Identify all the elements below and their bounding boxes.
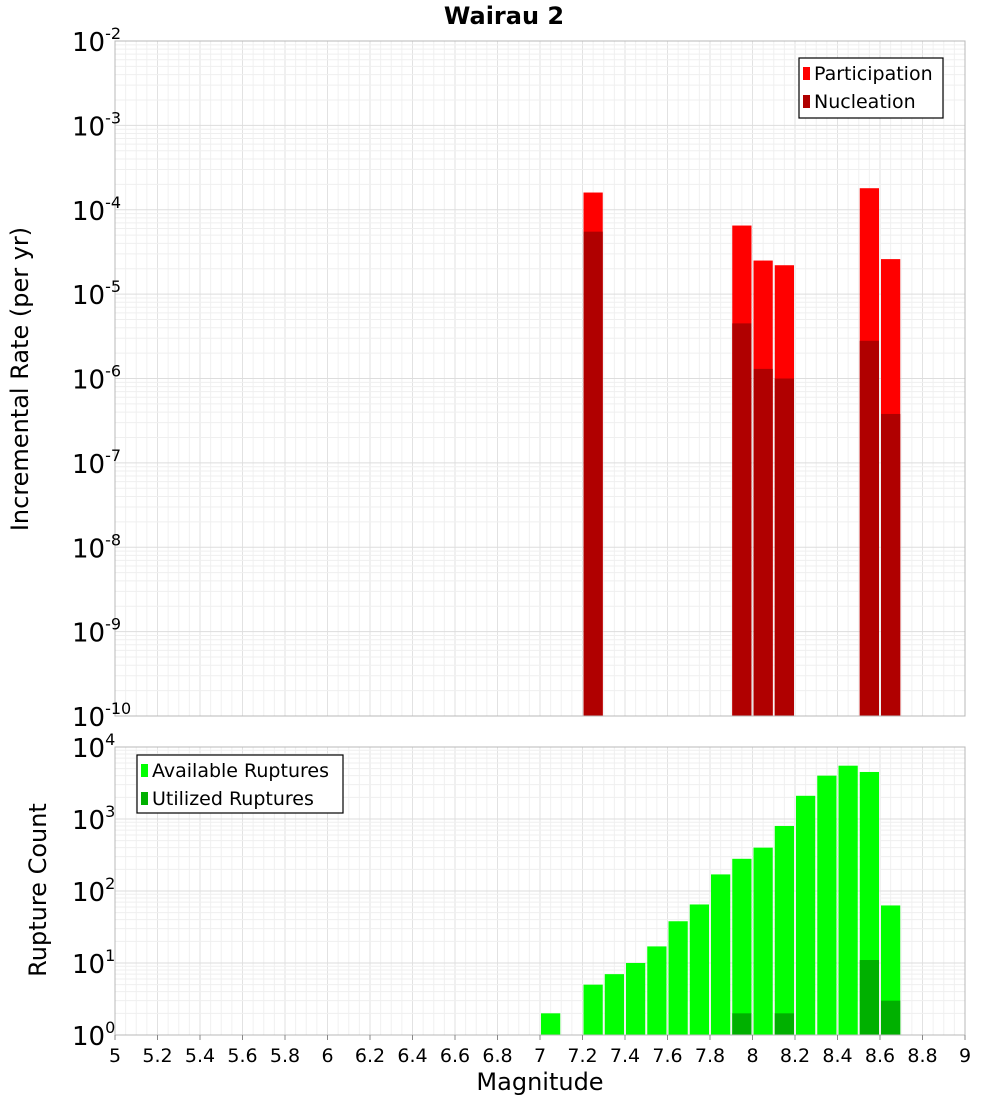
y-tick-label: 10-10	[72, 699, 131, 733]
y-tick-label: 10-8	[72, 530, 121, 564]
bar-nucleation	[753, 368, 773, 716]
x-tick-label: 6.6	[440, 1045, 470, 1067]
bar-nucleation	[859, 340, 879, 716]
x-tick-label: 5.8	[270, 1045, 300, 1067]
bar-available-ruptures	[774, 825, 794, 1035]
y-tick-label: 101	[72, 946, 115, 980]
legend-label: Participation	[814, 63, 933, 85]
x-tick-label: 7.6	[652, 1045, 682, 1067]
count-panel: 100 101 102 103 104 5 5.2 5.4 5.6 5.8 6 6.2 6.4 6.6 6.…	[72, 730, 971, 1067]
x-tick-label: 8.4	[822, 1045, 852, 1067]
x-tick-label: 8.2	[780, 1045, 810, 1067]
x-tick-label: 5.6	[227, 1045, 257, 1067]
bar-available-ruptures	[689, 904, 709, 1035]
bars	[583, 188, 901, 717]
bar-available-ruptures	[541, 1013, 561, 1035]
legend-swatch	[141, 792, 148, 805]
bar-utilized-ruptures	[732, 1013, 752, 1035]
x-tick-label: 8.6	[865, 1045, 895, 1067]
y-tick-labels: 100 101 102 103 104	[72, 730, 115, 1052]
x-tick-label: 9	[959, 1045, 971, 1067]
legend-swatch	[803, 95, 810, 108]
bar-available-ruptures	[838, 765, 858, 1035]
x-tick-label: 6.8	[482, 1045, 512, 1067]
y-tick-label: 103	[72, 802, 115, 836]
bar-utilized-ruptures	[859, 960, 879, 1035]
y-tick-label: 10-7	[72, 446, 121, 480]
bar-utilized-ruptures	[881, 1000, 901, 1035]
legend: Available Ruptures Utilized Ruptures	[136, 754, 344, 814]
legend-label: Utilized Ruptures	[152, 788, 314, 810]
bar-available-ruptures	[817, 775, 837, 1035]
x-tick-labels: 5 5.2 5.4 5.6 5.8 6 6.2 6.4 6.6 6.8 7 7.2 7.4 7.6 7.8 8…	[109, 1035, 971, 1067]
bar-available-ruptures	[796, 795, 816, 1035]
legend: Participation Nucleation	[798, 57, 944, 119]
plot-frame	[114, 40, 966, 717]
chart-title: Wairau 2	[444, 2, 564, 30]
y-tick-label: 102	[72, 874, 115, 908]
bar-nucleation	[732, 323, 752, 716]
bar-utilized-ruptures	[774, 1013, 794, 1035]
y-tick-label: 10-6	[72, 362, 121, 396]
bottom-y-axis-label: Rupture Count	[24, 803, 52, 977]
x-tick-label: 8	[746, 1045, 758, 1067]
bar-available-ruptures	[626, 963, 646, 1035]
x-tick-label: 6.2	[355, 1045, 385, 1067]
bar-available-ruptures	[583, 984, 603, 1035]
legend-box	[136, 754, 344, 814]
bars	[541, 765, 901, 1035]
x-tick-label: 7.2	[567, 1045, 597, 1067]
bar-available-ruptures	[753, 847, 773, 1035]
legend-box	[798, 57, 944, 119]
bar-available-ruptures	[647, 946, 667, 1035]
bar-nucleation	[881, 413, 901, 716]
y-tick-label: 10-4	[72, 193, 121, 227]
grid	[114, 41, 966, 717]
bar-available-ruptures	[711, 874, 731, 1035]
legend-swatch	[141, 764, 148, 777]
y-tick-label: 10-9	[72, 615, 121, 649]
x-tick-label: 6	[321, 1045, 333, 1067]
x-tick-label: 7.8	[695, 1045, 725, 1067]
bar-nucleation	[774, 378, 794, 716]
x-axis-label: Magnitude	[476, 1068, 603, 1096]
x-tick-label: 6.4	[397, 1045, 427, 1067]
x-tick-label: 8.8	[907, 1045, 937, 1067]
top-y-axis-label: Incremental Rate (per yr)	[6, 227, 34, 531]
bar-nucleation	[583, 231, 603, 716]
legend-label: Available Ruptures	[152, 760, 329, 782]
legend-label: Nucleation	[814, 91, 916, 113]
x-tick-label: 7.4	[610, 1045, 640, 1067]
y-tick-label: 10-5	[72, 277, 121, 311]
x-tick-label: 5.4	[185, 1045, 215, 1067]
legend-swatch	[803, 67, 810, 80]
x-tick-label: 5	[109, 1045, 121, 1067]
x-tick-label: 5.2	[142, 1045, 172, 1067]
y-tick-label: 10-2	[72, 24, 121, 58]
y-tick-label: 100	[72, 1018, 115, 1052]
x-tick-label: 7	[534, 1045, 546, 1067]
y-tick-label: 104	[72, 730, 115, 764]
y-tick-label: 10-3	[72, 108, 121, 142]
bar-available-ruptures	[604, 974, 624, 1035]
rate-panel: 10-10 10-9 10-8 10-7 10-6 10-5 10-4 10-3 10-2 Par…	[72, 24, 966, 733]
bar-available-ruptures	[732, 858, 752, 1035]
bar-available-ruptures	[668, 921, 688, 1035]
y-tick-labels: 10-10 10-9 10-8 10-7 10-6 10-5 10-4 10-3 10-2	[72, 24, 131, 733]
